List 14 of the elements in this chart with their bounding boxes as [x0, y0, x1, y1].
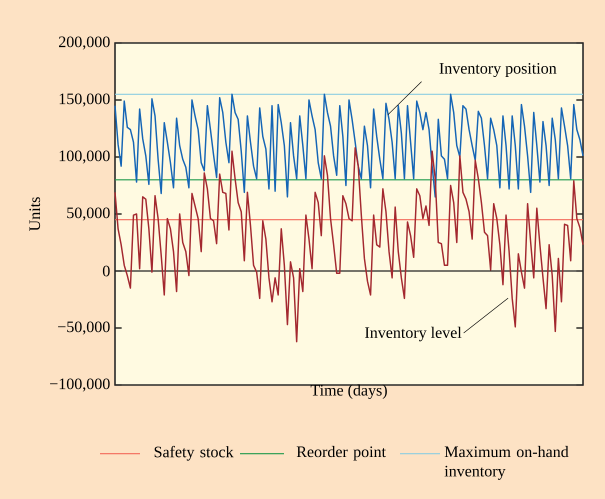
- legend-label: Reorder point: [296, 446, 386, 460]
- y-tick-label: 200,000: [59, 36, 110, 50]
- y-axis-title: Units: [29, 197, 40, 231]
- y-tick-label: −100,000: [50, 378, 110, 392]
- legend-label: Safety stock: [154, 446, 234, 461]
- y-tick-label: −50,000: [58, 321, 110, 335]
- y-tick-label: 150,000: [60, 93, 110, 107]
- series-label: Inventory position: [440, 62, 556, 78]
- legend-label: Maximum on-hand inventory: [444, 446, 569, 480]
- text: Inventory level: [365, 326, 462, 342]
- y-tick-label: 0: [102, 266, 110, 276]
- x-axis-title: Time (days): [310, 384, 387, 399]
- y-tick-label: 100,000: [60, 150, 110, 164]
- y-tick-label: 50,000: [67, 207, 110, 221]
